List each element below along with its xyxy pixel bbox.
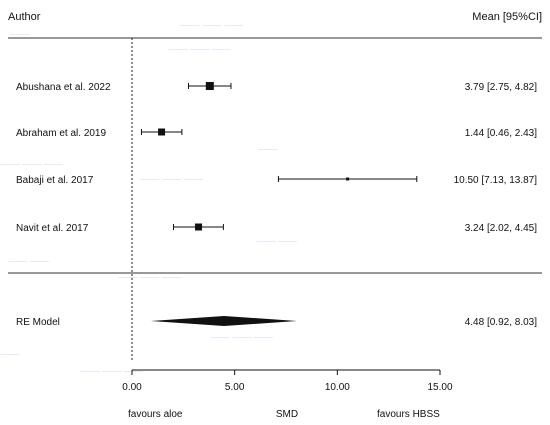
- x-tick-label: 5.00: [225, 382, 245, 393]
- x-tick-label: 0.00: [122, 382, 142, 393]
- favours-right-note: favours HBSS: [377, 409, 440, 420]
- study-label: Babaji et al. 2017: [16, 175, 94, 186]
- ci-text: 10.50 [7.13, 13.87]: [454, 175, 538, 186]
- summary-diamond: [150, 316, 297, 326]
- ci-text: 3.79 [2.75, 4.82]: [465, 82, 538, 93]
- author-header: Author: [8, 11, 41, 23]
- x-axis-label: SMD: [276, 409, 298, 420]
- svg-text:⸻: ⸻: [258, 145, 278, 154]
- summary-ci-text: 4.48 [0.92, 8.03]: [465, 317, 538, 328]
- svg-text:⸻ ⸻ ⸻: ⸻ ⸻ ⸻: [140, 175, 204, 184]
- study-rows: Abushana et al. 2022 3.79 [2.75, 4.82] Abr…: [16, 82, 537, 234]
- svg-text:⸻ ⸻ ⸻: ⸻ ⸻ ⸻: [168, 45, 232, 54]
- ci-text: 3.24 [2.02, 4.45]: [465, 223, 538, 234]
- x-axis: 0.00 5.00 10.00 15.00: [122, 369, 453, 393]
- study-row: Babaji et al. 2017 10.50 [7.13, 13.87]: [16, 175, 537, 186]
- svg-text:⸻ ⸻ ⸻: ⸻ ⸻ ⸻: [210, 333, 274, 342]
- summary-row: RE Model 4.48 [0.92, 8.03]: [16, 316, 537, 328]
- favours-left-note: favours aloe: [128, 409, 183, 420]
- point-estimate: [158, 128, 166, 136]
- svg-text:⸻ ⸻ ⸻: ⸻ ⸻ ⸻: [180, 21, 244, 30]
- svg-text:⸻ ⸻: ⸻ ⸻: [8, 257, 50, 266]
- study-row: Navit et al. 2017 3.24 [2.02, 4.45]: [16, 223, 537, 234]
- mean-ci-header: Mean [95%CI]: [472, 11, 542, 23]
- svg-text:⸻ ⸻: ⸻ ⸻: [256, 237, 298, 246]
- svg-text:⸻ ⸻ ⸻: ⸻ ⸻ ⸻: [118, 273, 182, 282]
- summary-label: RE Model: [16, 317, 60, 328]
- study-row: Abraham et al. 2019 1.44 [0.46, 2.43]: [16, 128, 537, 139]
- svg-text:⸻: ⸻: [0, 350, 20, 359]
- x-tick-label: 15.00: [427, 382, 452, 393]
- point-estimate: [195, 223, 203, 231]
- svg-text:⸻ ⸻ ⸻: ⸻ ⸻ ⸻: [0, 160, 64, 169]
- x-tick-label: 10.00: [325, 382, 350, 393]
- study-label: Navit et al. 2017: [16, 223, 89, 234]
- point-estimate: [346, 177, 350, 181]
- background-watermark: ⸻ ⸻ ⸻ ⸻ ⸻ ⸻ ⸻ ⸻ ⸻ ⸻ ⸻ ⸻ ⸻ ⸻ ⸻ ⸻ ⸻ ⸻ ⸻ ⸻ …: [0, 21, 298, 376]
- ci-text: 1.44 [0.46, 2.43]: [465, 128, 538, 139]
- svg-text:⸻: ⸻: [10, 30, 30, 39]
- study-label: Abraham et al. 2019: [16, 128, 106, 139]
- point-estimate: [205, 82, 214, 90]
- svg-text:⸻ ⸻ ⸻: ⸻ ⸻ ⸻: [80, 367, 144, 376]
- study-row: Abushana et al. 2022 3.79 [2.75, 4.82]: [16, 82, 537, 93]
- study-label: Abushana et al. 2022: [16, 82, 111, 93]
